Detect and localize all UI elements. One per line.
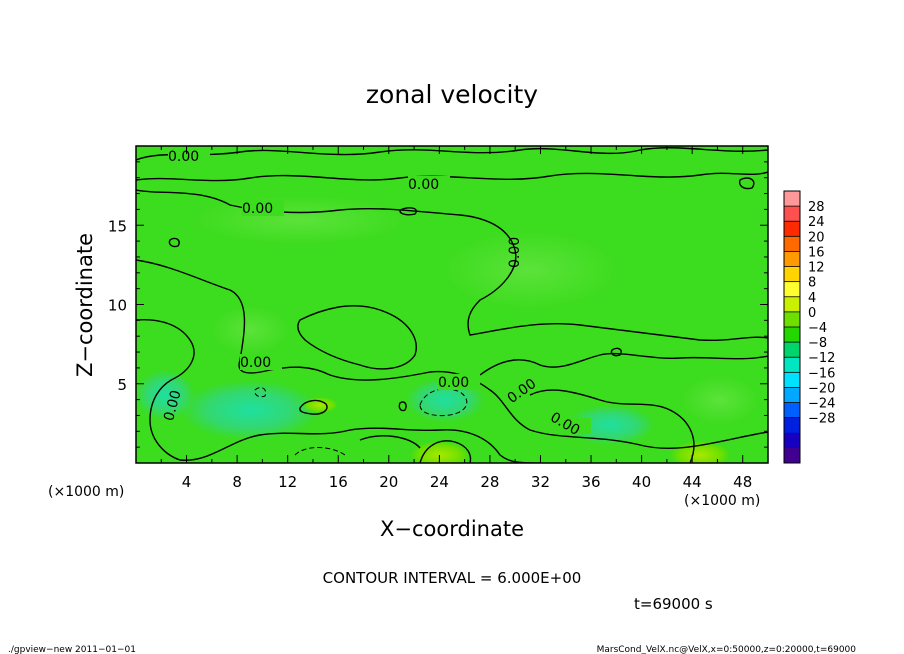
y-unit-label: (×1000 m) bbox=[48, 484, 124, 500]
field-patch bbox=[410, 441, 470, 463]
x-tick-label: 8 bbox=[232, 473, 242, 491]
x-unit-label: (×1000 m) bbox=[684, 493, 760, 509]
colorbar-swatch bbox=[784, 221, 800, 237]
contour-label: 0.00 bbox=[168, 149, 199, 165]
contour-interval-note: CONTOUR INTERVAL = 6.000E+00 bbox=[323, 569, 582, 587]
colorbar-swatch bbox=[784, 327, 800, 343]
colorbar-swatch bbox=[784, 432, 800, 449]
field-patch bbox=[302, 397, 338, 413]
footer-right: MarsCond_VelX.nc@VelX,x=0:50000,z=0:2000… bbox=[597, 645, 857, 654]
contour-line bbox=[738, 177, 755, 190]
contour-line bbox=[479, 352, 768, 376]
contour-label: 0.00 bbox=[240, 355, 271, 371]
colorbar-label: −16 bbox=[808, 366, 835, 381]
x-tick-label: 20 bbox=[379, 473, 398, 491]
colorbar-swatch bbox=[784, 191, 800, 207]
colorbar-label: 0 bbox=[808, 306, 816, 321]
colorbar-label: −8 bbox=[808, 336, 827, 351]
colorbar-label: 12 bbox=[808, 261, 825, 276]
colorbar-swatch bbox=[784, 357, 800, 373]
colorbar-swatch bbox=[784, 447, 800, 464]
contour-label: 0.00 bbox=[438, 375, 469, 391]
chart-title: zonal velocity bbox=[366, 80, 538, 109]
colorbar-label: 20 bbox=[808, 230, 825, 245]
contour-line bbox=[136, 171, 768, 182]
colorbar-swatch bbox=[784, 236, 800, 252]
colorbar-swatch bbox=[784, 281, 800, 298]
colorbar-swatch bbox=[784, 342, 800, 358]
field-patch bbox=[680, 375, 760, 425]
x-axis: 4 8 12 16 20 24 28 32 36 40 44 48 bbox=[160, 146, 769, 491]
x-tick-label: 40 bbox=[632, 473, 651, 491]
contour-line bbox=[168, 237, 180, 248]
field-patch bbox=[210, 305, 290, 355]
contour-line bbox=[297, 305, 417, 370]
x-tick-label: 48 bbox=[733, 473, 752, 491]
contour-line bbox=[610, 347, 622, 357]
contour-line bbox=[136, 318, 541, 463]
x-axis-title: X−coordinate bbox=[380, 517, 524, 541]
colorbar-label: 24 bbox=[808, 215, 825, 230]
contour-line bbox=[136, 147, 768, 161]
field-patch bbox=[440, 230, 620, 310]
colorbar-label: −12 bbox=[808, 351, 835, 366]
contour-line bbox=[419, 440, 472, 463]
contour-line bbox=[136, 259, 768, 450]
y-tick-label: 15 bbox=[108, 217, 127, 235]
colorbar-label: −24 bbox=[808, 397, 835, 412]
contour-label: 0.00 bbox=[507, 237, 523, 268]
contour-line bbox=[398, 401, 407, 412]
time-note: t=69000 s bbox=[634, 595, 713, 613]
colorbar-label: −4 bbox=[808, 321, 827, 336]
contour-line bbox=[359, 435, 421, 449]
y-tick-label: 10 bbox=[108, 297, 127, 315]
x-tick-label: 44 bbox=[683, 473, 702, 491]
colorbar-label: 4 bbox=[808, 291, 816, 306]
colorbar-swatch bbox=[784, 266, 800, 282]
colorbar-swatch bbox=[784, 402, 800, 418]
field-patch bbox=[670, 441, 730, 463]
colorbar-label: −20 bbox=[808, 381, 835, 396]
footer-left: ./gpview−new 2011−01−01 bbox=[8, 645, 136, 654]
colorbar-swatch bbox=[784, 251, 800, 267]
x-tick-label: 32 bbox=[531, 473, 550, 491]
x-tick-label: 12 bbox=[278, 473, 297, 491]
y-axis: 5 10 15 bbox=[108, 161, 768, 448]
contour-label: 0.00 bbox=[408, 177, 439, 193]
x-tick-label: 16 bbox=[329, 473, 348, 491]
colorbar-swatch bbox=[784, 417, 800, 434]
x-tick-label: 24 bbox=[430, 473, 449, 491]
colorbar-swatch bbox=[784, 296, 800, 313]
colorbar-label: −28 bbox=[808, 412, 835, 427]
negative-contour-line bbox=[294, 447, 346, 456]
contour-labels: 0.00 0.00 0.00 0.00 0.00 0.00 0.00 0.00 … bbox=[161, 148, 591, 439]
contour-line bbox=[299, 399, 328, 415]
x-tick-label: 4 bbox=[182, 473, 192, 491]
colorbar-swatch bbox=[784, 372, 800, 388]
field-patch bbox=[565, 405, 655, 445]
y-axis-title: Z−coordinate bbox=[73, 233, 97, 377]
colorbar-label: 8 bbox=[808, 276, 816, 291]
colorbar-swatch bbox=[784, 206, 800, 222]
contour-line bbox=[399, 207, 417, 216]
x-tick-label: 36 bbox=[581, 473, 600, 491]
field-patch bbox=[190, 195, 410, 245]
colorbar-label: 28 bbox=[808, 200, 825, 215]
colorbar-swatch bbox=[784, 387, 800, 403]
negative-contour-line bbox=[254, 387, 267, 398]
colorbar-swatch bbox=[784, 311, 800, 328]
field-patch bbox=[180, 380, 320, 440]
contour-line bbox=[529, 389, 695, 463]
colorbar-label: 16 bbox=[808, 245, 825, 260]
heatmap-field bbox=[136, 146, 768, 463]
y-tick-label: 5 bbox=[117, 376, 127, 394]
contour-label: 0.00 bbox=[161, 389, 185, 423]
x-tick-label: 28 bbox=[480, 473, 499, 491]
contour-label: 0.00 bbox=[242, 201, 273, 217]
